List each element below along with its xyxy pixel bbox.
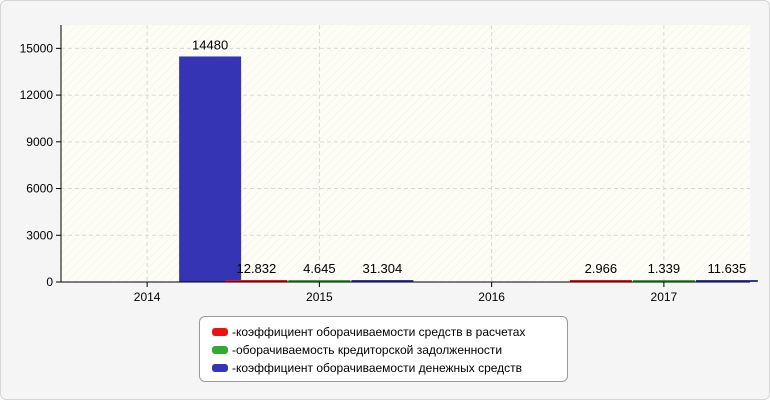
x-tick-label: 2015 xyxy=(306,290,333,304)
bars xyxy=(179,56,758,283)
legend-swatch-blue xyxy=(212,364,228,372)
bar xyxy=(288,280,351,282)
legend-item: - коэффициент оборачиваемости денежных с… xyxy=(212,359,567,377)
data-label: 12.832 xyxy=(236,261,276,276)
y-tick-label: 0 xyxy=(46,275,53,289)
bar xyxy=(179,56,242,283)
data-label: 14480 xyxy=(192,37,228,52)
x-tick-label: 2017 xyxy=(651,290,678,304)
data-label: 11.635 xyxy=(707,261,746,276)
legend-item: - оборачиваемость кредиторской задолженн… xyxy=(212,341,567,359)
bar xyxy=(632,280,695,282)
data-label: 1.339 xyxy=(648,261,681,276)
y-tick-label: 9000 xyxy=(26,135,53,149)
y-tick-label: 3000 xyxy=(26,228,53,242)
bar xyxy=(225,280,288,282)
legend-label: коэффициент оборачиваемости денежных сре… xyxy=(236,361,523,375)
y-tick-label: 12000 xyxy=(20,88,54,102)
legend-label: оборачиваемость кредиторской задолженнос… xyxy=(236,343,503,357)
grid-lines xyxy=(61,25,750,282)
bar xyxy=(351,280,414,282)
legend-prefix: - xyxy=(232,343,236,357)
x-tick-label: 2014 xyxy=(134,290,161,304)
legend-swatch-green xyxy=(212,346,228,354)
legend-prefix: - xyxy=(232,325,236,339)
legend-item: - коэффициент оборачиваемости средств в … xyxy=(212,323,567,341)
axes xyxy=(60,25,750,283)
bar xyxy=(569,280,632,282)
legend-prefix: - xyxy=(232,361,236,375)
data-label: 2.966 xyxy=(585,261,618,276)
bar xyxy=(695,280,758,282)
data-label: 31.304 xyxy=(362,261,402,276)
bar-chart: 14480 12.832 4.645 31.304 2.966 1.339 11.635 0… xyxy=(20,25,758,304)
data-label: 4.645 xyxy=(303,261,336,276)
plot-area xyxy=(61,25,750,282)
legend-swatch-red xyxy=(212,328,228,336)
legend-label: коэффициент оборачиваемости средств в ра… xyxy=(236,325,526,339)
y-axis-ticks: 0 3000 6000 9000 12000 15000 xyxy=(20,41,61,289)
x-tick-label: 2016 xyxy=(478,290,505,304)
value-labels: 14480 12.832 4.645 31.304 2.966 1.339 11.635 xyxy=(192,37,746,276)
legend: - коэффициент оборачиваемости средств в … xyxy=(199,316,568,382)
x-axis-ticks: 2014 2015 2016 2017 xyxy=(134,282,678,304)
y-tick-label: 15000 xyxy=(20,41,54,55)
y-tick-label: 6000 xyxy=(26,182,53,196)
